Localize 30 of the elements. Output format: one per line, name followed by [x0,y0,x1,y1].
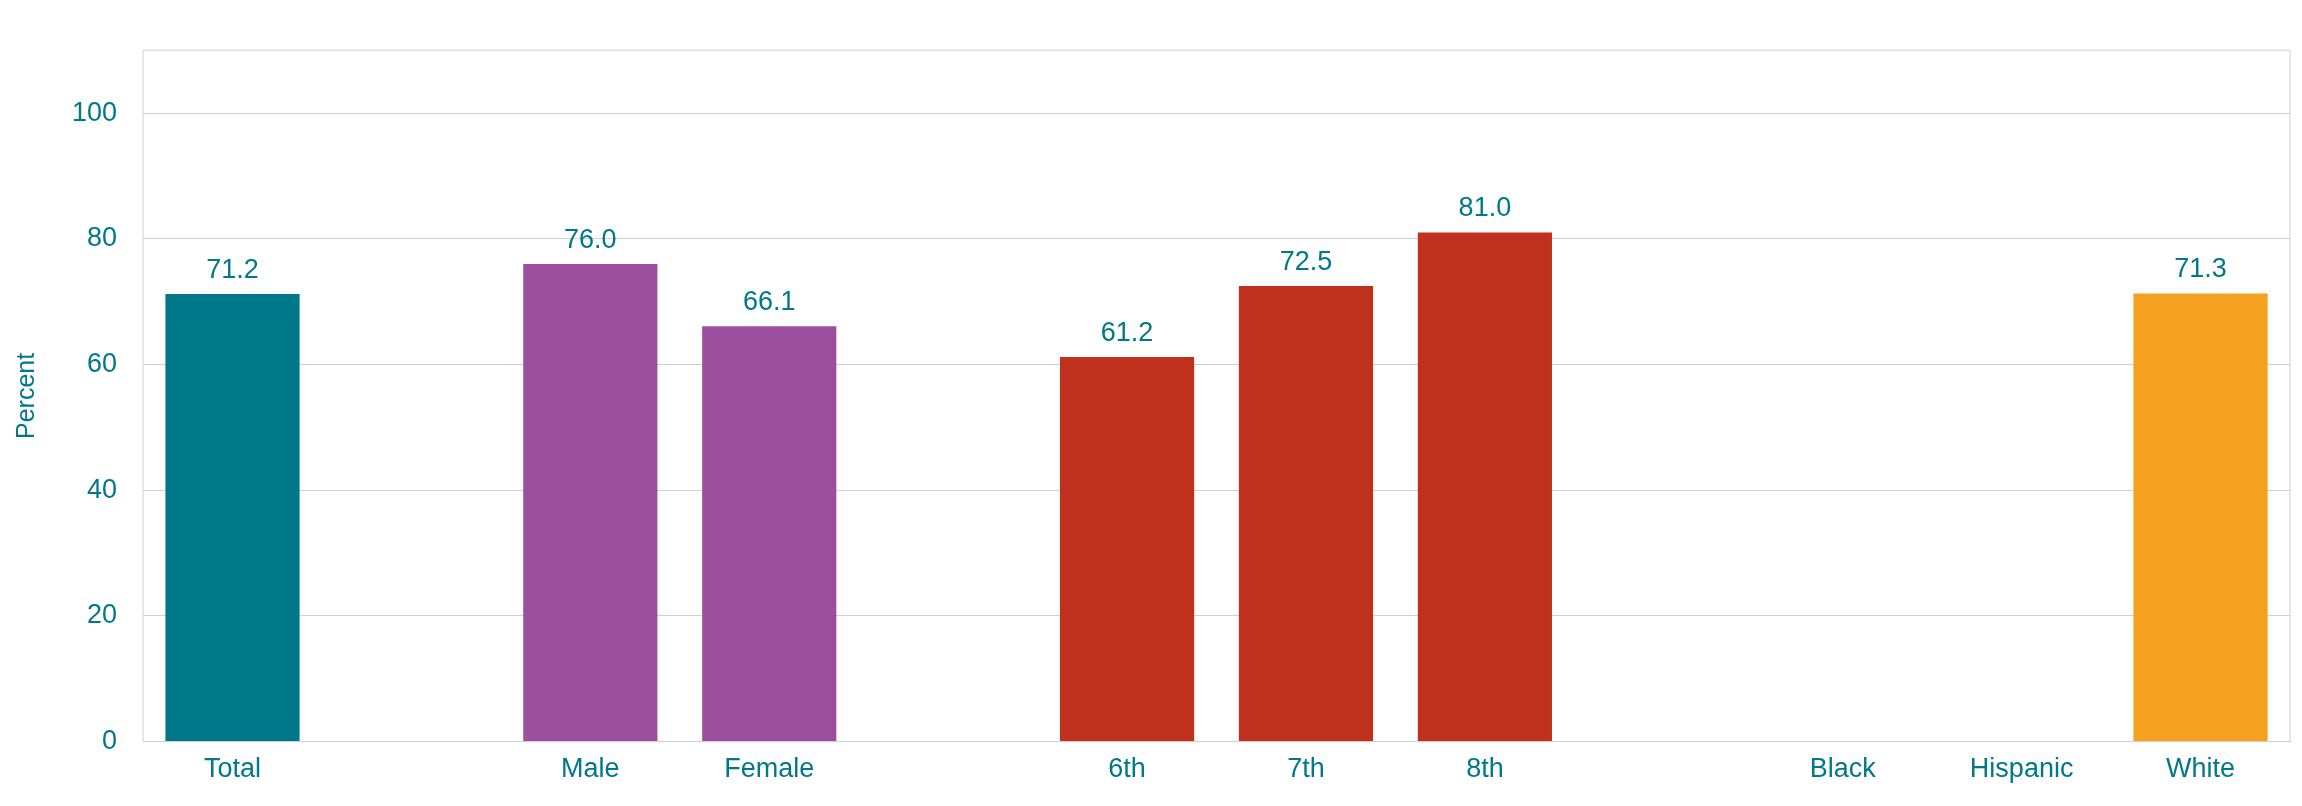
bar [702,326,837,742]
x-tick-label: 6th [1108,753,1146,784]
x-tick-label: Male [561,753,620,784]
bar [2133,293,2268,742]
y-tick-label: 20 [87,599,118,630]
data-label: 71.3 [2174,253,2227,284]
bar [165,294,300,742]
y-tick-label: 0 [102,725,118,756]
y-axis-title: Percent [10,352,39,439]
y-tick-label: 60 [87,347,118,378]
x-tick-label: 8th [1466,753,1504,784]
x-tick-label: Black [1809,753,1877,784]
y-tick-label: 80 [87,222,118,253]
data-label: 76.0 [564,223,617,254]
x-tick-label: White [2166,753,2236,784]
bar [1238,285,1374,742]
bar [1059,356,1195,742]
bar [1417,232,1552,742]
data-label: 71.2 [206,254,259,285]
y-tick-label: 40 [87,473,118,504]
y-tick-label: 100 [71,96,118,127]
x-tick-label: Hispanic [1969,753,2074,784]
data-label: 72.5 [1279,245,1333,276]
data-label: 61.2 [1100,316,1154,347]
data-label: 66.1 [742,286,796,317]
data-label: 81.0 [1458,192,1512,223]
bar [523,263,658,742]
x-tick-label: 7th [1287,753,1325,784]
x-tick-label: Female [724,753,815,784]
x-tick-label: Total [203,753,262,784]
